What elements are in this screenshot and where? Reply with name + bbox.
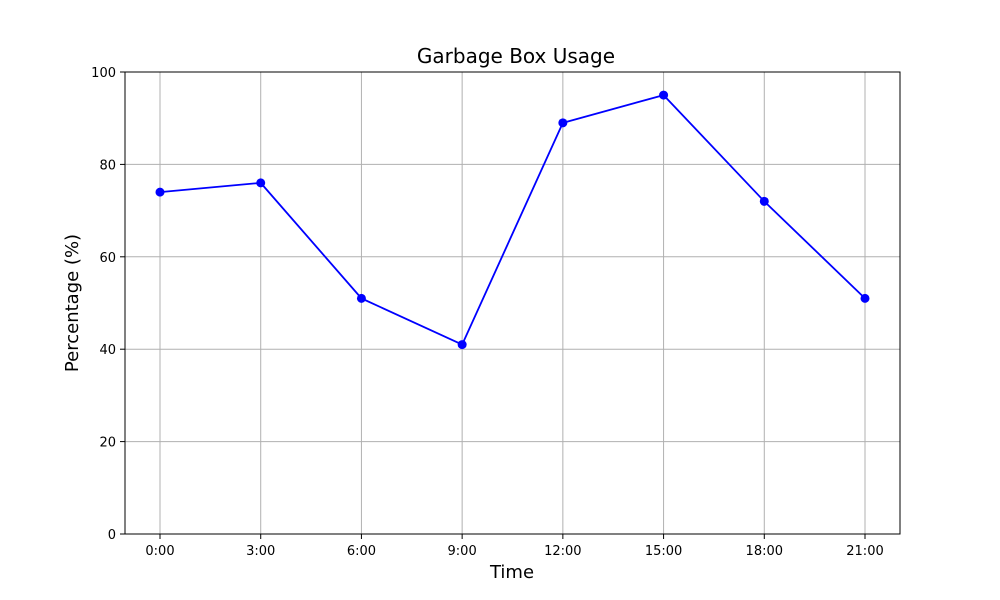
y-tick-label: 20 <box>99 436 116 451</box>
x-tick-label: 3:00 <box>246 544 275 559</box>
y-tick-label: 40 <box>99 343 116 358</box>
data-point <box>659 90 669 100</box>
data-point <box>356 293 366 303</box>
data-point <box>558 118 568 128</box>
y-tick-label: 100 <box>91 66 116 81</box>
x-tick-label: 21:00 <box>846 544 883 559</box>
data-point <box>256 178 266 188</box>
x-tick-label: 9:00 <box>448 544 477 559</box>
y-tick-label: 0 <box>108 528 116 543</box>
data-point <box>860 293 870 303</box>
axes-frame <box>124 71 901 535</box>
grid-lines <box>125 71 900 535</box>
x-tick-label: 0:00 <box>145 544 174 559</box>
data-point <box>457 340 467 350</box>
y-axis-ticks: 0 20 40 60 80 100 <box>91 66 125 543</box>
series-line <box>159 94 866 346</box>
y-tick-label: 80 <box>99 158 116 173</box>
x-tick-label: 15:00 <box>645 544 682 559</box>
series-layer <box>155 90 870 350</box>
x-tick-label: 6:00 <box>347 544 376 559</box>
x-axis-title: Time <box>489 562 534 583</box>
y-tick-label: 60 <box>99 251 116 266</box>
data-point <box>759 196 769 206</box>
chart-title: Garbage Box Usage <box>417 44 615 68</box>
plot-frame <box>124 71 901 535</box>
x-axis-ticks: 0:00 3:00 6:00 9:00 12:00 15:00 18:00 21:00 <box>145 534 884 559</box>
x-tick-label: 18:00 <box>746 544 783 559</box>
y-axis-title: Percentage (%) <box>62 234 83 372</box>
x-tick-label: 12:00 <box>544 544 581 559</box>
data-point <box>155 187 165 197</box>
